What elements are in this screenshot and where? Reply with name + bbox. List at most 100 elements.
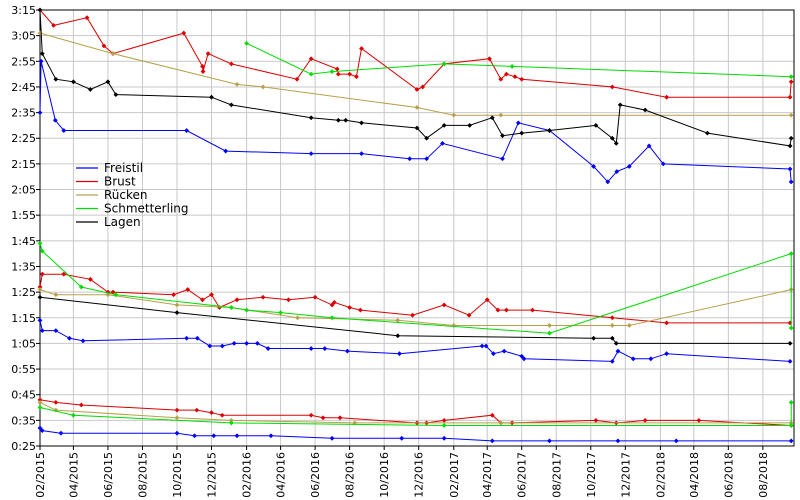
data-point [615, 348, 621, 354]
data-point [58, 430, 64, 436]
data-point [200, 64, 205, 69]
x-tick-label: 10/2017 [585, 452, 598, 498]
data-point [268, 433, 274, 439]
data-point [547, 128, 552, 133]
plot-frame [39, 9, 795, 447]
data-point [359, 120, 364, 126]
data-point [489, 438, 495, 444]
data-point [53, 400, 59, 405]
data-point [414, 105, 420, 110]
data-point [61, 128, 67, 133]
data-point [424, 156, 430, 162]
data-point [788, 400, 794, 405]
data-point [334, 66, 340, 72]
legend-label: Freistil [104, 161, 143, 175]
data-point [231, 341, 237, 346]
data-point [787, 94, 793, 100]
data-point [609, 84, 615, 90]
data-point [609, 335, 615, 341]
x-tick-label: 06/2017 [516, 452, 529, 498]
data-point [441, 423, 447, 428]
data-point [207, 343, 213, 349]
data-point [609, 358, 615, 364]
x-tick-label: 10/2016 [378, 452, 391, 498]
data-point [547, 438, 552, 444]
x-tick-label: 06/2018 [722, 452, 735, 498]
y-tick-label: 1:55 [11, 209, 36, 222]
data-point [194, 335, 200, 341]
data-point [441, 435, 447, 441]
data-point [788, 79, 794, 85]
data-point [174, 430, 180, 436]
data-point [308, 56, 314, 62]
data-point [320, 415, 326, 421]
x-tick-label: 08/2015 [136, 452, 149, 498]
data-point [354, 74, 359, 80]
x-tick-label: 12/2017 [619, 452, 632, 498]
data-point [329, 69, 335, 74]
data-point [788, 74, 794, 80]
data-point [234, 297, 240, 303]
data-point [441, 302, 447, 308]
data-point [704, 130, 710, 136]
data-point [265, 346, 271, 351]
data-point [664, 351, 670, 357]
data-point [483, 343, 489, 349]
series-lagen [37, 7, 794, 346]
data-point [614, 169, 620, 174]
y-tick-label: 1:15 [11, 312, 36, 325]
data-point [84, 15, 90, 21]
data-point [37, 397, 43, 403]
data-point [322, 346, 328, 351]
data-point [414, 87, 420, 92]
y-tick-label: 1:35 [11, 260, 36, 273]
data-point [787, 341, 793, 346]
data-point [70, 412, 76, 418]
data-point [37, 284, 43, 290]
data-point [52, 117, 58, 123]
y-tick-label: 2:45 [11, 81, 36, 94]
data-point [37, 400, 43, 405]
data-point [308, 412, 314, 418]
data-point [171, 292, 176, 298]
data-point [308, 115, 314, 121]
data-point [53, 328, 59, 333]
series-line [39, 402, 792, 426]
series-schmetterling [37, 40, 794, 428]
data-point [664, 94, 670, 100]
data-point [491, 351, 496, 357]
data-point [788, 179, 794, 185]
data-point [359, 151, 364, 157]
data-point [87, 87, 93, 92]
x-tick-label: 04/2016 [275, 452, 288, 498]
data-point [642, 107, 648, 113]
data-point [37, 110, 43, 115]
y-tick-label: 1:45 [11, 235, 36, 248]
data-point [181, 30, 187, 36]
data-point [787, 358, 793, 364]
data-point [617, 102, 623, 108]
data-point [335, 71, 341, 77]
data-point [308, 346, 314, 351]
data-point [39, 248, 45, 254]
data-point [519, 130, 525, 136]
data-point [441, 61, 447, 67]
data-point [87, 276, 93, 282]
data-point [101, 43, 107, 49]
data-point [519, 76, 525, 82]
data-point [397, 351, 402, 357]
data-point [609, 135, 615, 141]
data-point [609, 315, 615, 321]
data-point [664, 320, 670, 326]
data-point [200, 297, 205, 303]
data-point [530, 307, 535, 313]
data-point [609, 323, 615, 328]
data-point [174, 310, 180, 316]
y-tick-label: 2:15 [11, 158, 36, 171]
x-tick-label: 02/2018 [654, 452, 667, 498]
data-point [312, 294, 318, 300]
data-point [441, 417, 447, 423]
data-point [347, 71, 353, 77]
x-tick-label: 06/2015 [102, 452, 115, 498]
data-point [200, 69, 206, 74]
